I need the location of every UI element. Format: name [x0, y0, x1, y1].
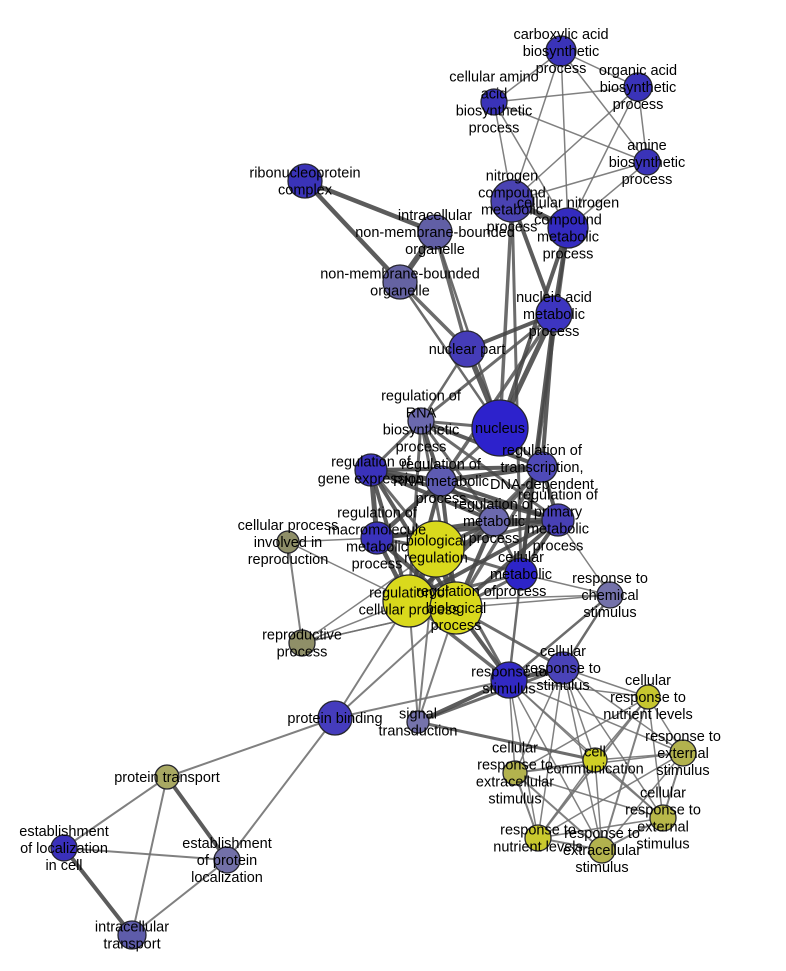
- edge-rge-rpm: [369, 468, 560, 522]
- edge-rexs-recs: [601, 752, 684, 851]
- edge-rtd-rge: [369, 465, 544, 472]
- edge-rbp-pb: [334, 607, 457, 719]
- node-crn[interactable]: cellular response to nutrient levels: [635, 684, 661, 710]
- edge-nam-cme: [519, 312, 556, 576]
- edge-oa-ncm: [511, 86, 639, 202]
- node-rmm[interactable]: regulation of macromolecule metabolic pr…: [360, 521, 394, 555]
- node-cpr[interactable]: cellular process involved in reproductio…: [276, 530, 300, 554]
- edge-rch-rst: [507, 593, 612, 682]
- edge-rst-crn: [508, 679, 649, 698]
- edge-cc-st: [416, 720, 597, 762]
- edge-cnc-nu: [498, 226, 570, 430]
- node-inmb[interactable]: intracellular non-membrane-bounded organ…: [417, 214, 453, 250]
- node-rtd[interactable]: regulation of transcription, DNA-depende…: [526, 451, 558, 483]
- node-rpm[interactable]: regulation of primary metabolic process: [541, 503, 575, 537]
- edge-rtd-rbp: [454, 465, 544, 610]
- node-cnc[interactable]: cellular nitrogen compound metabolic pro…: [547, 207, 589, 249]
- edge-rnp-nmb: [302, 178, 403, 285]
- edge-oa-cnc: [567, 86, 639, 229]
- edge-pt-elc: [63, 776, 168, 849]
- node-crs[interactable]: cellular response to stimulus: [546, 651, 580, 685]
- node-rrb[interactable]: regulation of RNA biosynthetic process: [407, 407, 435, 435]
- node-rp[interactable]: reproductive process: [288, 629, 316, 657]
- node-cres[interactable]: cellular response to extracellular stimu…: [502, 760, 528, 786]
- node-crxs[interactable]: cellular response to external stimulus: [649, 804, 677, 832]
- edge-ca-cnc: [560, 50, 569, 229]
- edge-rst-pb: [334, 679, 510, 719]
- edge-crxs-rnl: [537, 817, 664, 839]
- edge-cres-recs: [514, 772, 603, 851]
- edge-rexs-rnl: [537, 752, 684, 839]
- edge-caa-am: [493, 101, 648, 163]
- node-rch[interactable]: response to chemical stimulus: [596, 581, 624, 609]
- node-oa[interactable]: organic acid biosynthetic process: [623, 72, 653, 102]
- node-st[interactable]: signal transduction: [406, 710, 430, 734]
- edge-pt-epl: [165, 775, 229, 862]
- node-cme[interactable]: cellular metabolic process: [504, 557, 538, 591]
- edge-cc-crxs: [594, 759, 664, 819]
- node-caa[interactable]: cellular amino acid biosynthetic process: [480, 88, 508, 116]
- edge-rst-rnl: [508, 679, 539, 839]
- node-rnl[interactable]: response to nutrient levels: [524, 824, 552, 852]
- node-br[interactable]: biological regulation: [407, 520, 465, 578]
- edge-cres-crxs: [514, 772, 664, 819]
- label-layer: carboxylic acid biosynthetic process organi…: [19, 27, 721, 953]
- edge-ca-ncm: [511, 50, 562, 202]
- node-rge[interactable]: regulation of gene expression: [354, 453, 388, 487]
- edge-rrb-rpm: [419, 419, 560, 522]
- node-nu[interactable]: nucleus: [471, 399, 529, 457]
- node-recs[interactable]: response to extracellular stimulus: [588, 836, 616, 864]
- node-nam[interactable]: nucleic acid metabolic process: [535, 295, 573, 333]
- node-rcp[interactable]: regulation of cellular process: [382, 574, 436, 628]
- edge-nam-rtd: [540, 312, 556, 469]
- edge-pb-epl: [226, 717, 336, 861]
- node-layer: carboxylic acid biosynthetic process orga…: [50, 35, 697, 950]
- edge-rrb-rme: [419, 419, 496, 523]
- edge-rst-crxs: [508, 679, 664, 819]
- edge-am-ncm: [511, 161, 648, 202]
- edge-crs-cres: [514, 667, 564, 774]
- edge-crn-cres: [514, 696, 649, 774]
- node-elc[interactable]: establishment of localization in cell: [50, 834, 78, 862]
- edge-epl-it: [131, 859, 228, 936]
- node-epl[interactable]: establishment of protein localization: [213, 846, 241, 874]
- edge-crn-recs: [601, 696, 649, 851]
- edge-pt-it: [131, 776, 168, 936]
- edge-pb-pt: [166, 717, 336, 778]
- node-rrm[interactable]: regulation of RNA metabolic process: [425, 465, 457, 497]
- node-rbp[interactable]: regulation of biological process: [429, 581, 483, 635]
- edge-cc-recs: [594, 759, 603, 851]
- edge-elc-epl: [63, 847, 228, 861]
- edge-nam-rrm: [439, 312, 556, 483]
- edge-rst-recs: [508, 679, 603, 851]
- edge-rnp-inmb: [302, 178, 438, 235]
- node-np[interactable]: nuclear part: [448, 330, 486, 368]
- edge-inmb-np: [433, 230, 469, 351]
- node-rme[interactable]: regulation of metabolic process: [478, 505, 510, 537]
- node-rexs[interactable]: response to external stimulus: [669, 739, 697, 767]
- node-am[interactable]: amine biosynthetic process: [633, 148, 661, 176]
- node-cc[interactable]: cell communication: [582, 747, 608, 773]
- edge-elc-it: [62, 846, 134, 937]
- node-rst[interactable]: response to stimulus: [490, 661, 528, 699]
- node-ncm[interactable]: nitrogen compound metabolic process: [490, 179, 534, 223]
- node-pt[interactable]: protein transport: [154, 764, 180, 790]
- edge-rge-rme: [369, 468, 496, 523]
- node-rnp[interactable]: ribonucleoprotein complex: [287, 163, 323, 199]
- edge-oa-caa: [493, 86, 639, 103]
- edge-layer: [62, 50, 684, 937]
- edge-caa-cnc: [493, 101, 569, 229]
- edge-ca-am: [560, 50, 648, 163]
- node-nmb[interactable]: non-membrane-bounded organelle: [382, 264, 418, 300]
- node-it[interactable]: intracellular transport: [117, 920, 147, 950]
- edge-cpr-rp: [287, 541, 303, 644]
- node-ca[interactable]: carboxylic acid biosynthetic process: [545, 35, 577, 67]
- node-pb[interactable]: protein binding: [317, 700, 353, 736]
- edge-rtd-rrm: [438, 464, 545, 484]
- edge-crn-crxs: [647, 696, 664, 819]
